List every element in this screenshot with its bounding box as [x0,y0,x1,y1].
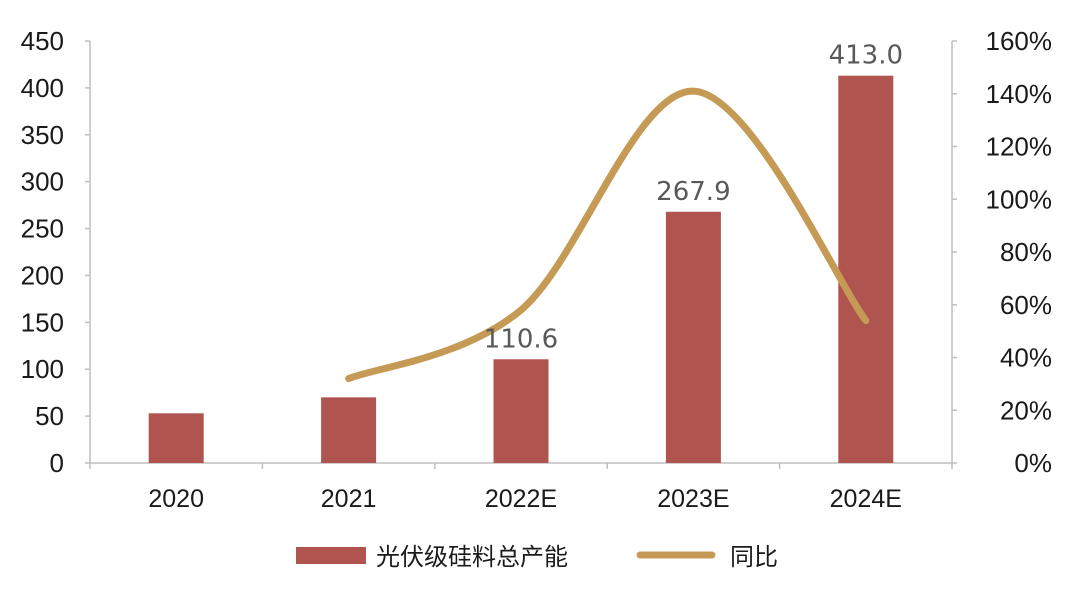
yoy-line [345,87,870,383]
x-tick-label: 2021 [321,485,377,513]
y-right-tick-label: 100% [986,184,1053,214]
bar [665,211,721,463]
y-left-tick-label: 100 [21,354,64,384]
data-labels: 110.6 267.9 413.0 [484,41,903,355]
yoy-line-path [345,87,870,383]
y-left-tick-label: 350 [21,120,64,150]
y-right-tick-label: 0% [1014,448,1052,478]
y-left-tick-label: 200 [21,260,64,290]
y-left-tick-label: 0 [50,448,64,478]
legend-swatch-capacity [296,547,366,564]
bar-data-label: 267.9 [656,177,730,207]
y-right-tick-label: 80% [1000,237,1052,267]
y-left-tick-label: 300 [21,167,64,197]
y-right-tick-label: 40% [1000,343,1052,373]
x-tick-label: 2022E [485,485,557,513]
x-tick-label: 2024E [830,485,902,513]
x-tick-label: 2023E [657,485,729,513]
x-tick-label: 2020 [148,485,204,513]
axes: 0 50 100 150 200 250 300 350 400 450 0% 20% 40% 60% 80… [21,26,1052,513]
y-left-tick-label: 450 [21,26,64,56]
y-left-tick-label: 150 [21,307,64,337]
bar-data-label: 413.0 [829,41,903,71]
y-right-tick-label: 20% [1000,395,1052,425]
bar [493,359,549,463]
legend-label-capacity: 光伏级硅料总产能 [376,543,568,571]
y-left-tick-label: 400 [21,73,64,103]
legend: 光伏级硅料总产能 同比 [296,543,778,571]
y-right-tick-label: 160% [986,26,1053,56]
y-left-tick-label: 250 [21,214,64,244]
bar [838,75,894,463]
bar-data-label: 110.6 [484,324,558,354]
bar [321,397,377,463]
y-right-tick-label: 60% [1000,290,1052,320]
y-right-tick-label: 140% [986,79,1053,109]
bar [148,413,204,463]
legend-label-yoy: 同比 [730,543,778,571]
y-right-tick-label: 120% [986,132,1053,162]
y-left-tick-label: 50 [35,401,64,431]
bars [148,75,894,463]
